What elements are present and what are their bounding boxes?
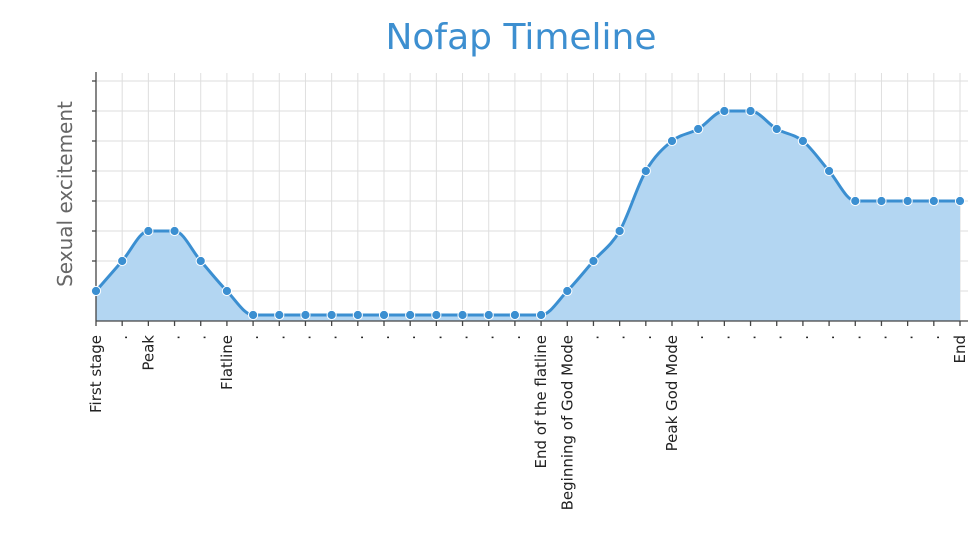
x-tick-labels: First stage. Peak.. Flatline........... End… <box>87 335 969 511</box>
series-area <box>96 111 960 321</box>
x-tick-label: . <box>820 335 838 340</box>
x-tick-label: . <box>192 335 210 340</box>
data-point <box>588 255 599 267</box>
y-axis-label: Sexual excitement <box>53 101 77 287</box>
x-tick-label: . <box>375 335 393 340</box>
x-tick-label: . <box>349 335 367 340</box>
data-points <box>90 105 966 321</box>
data-point <box>378 309 390 321</box>
x-tick-label: . <box>872 335 890 340</box>
data-point <box>719 105 730 117</box>
data-point <box>326 309 337 321</box>
x-tick-label: . <box>846 335 864 340</box>
x-tick-label: . <box>270 335 288 340</box>
x-tick-label: Beginning of God Mode <box>558 335 576 510</box>
data-point <box>221 285 233 297</box>
data-point <box>902 195 913 207</box>
data-point <box>562 285 573 297</box>
x-tick-label: First stage <box>87 335 105 413</box>
data-point <box>90 285 102 297</box>
x-tick-label: . <box>166 335 184 340</box>
x-tick-label: . <box>768 335 786 340</box>
data-point <box>640 165 651 177</box>
data-point <box>928 195 939 207</box>
data-point <box>509 309 521 321</box>
data-point <box>666 135 678 147</box>
data-point <box>352 309 363 321</box>
x-tick-label: . <box>480 335 498 340</box>
data-point <box>797 135 809 147</box>
data-point <box>117 255 128 267</box>
x-tick-label: . <box>401 335 419 340</box>
x-tick-label: . <box>454 335 472 340</box>
axes <box>92 72 968 326</box>
data-point <box>850 195 861 207</box>
x-tick-label: End of the flatline <box>532 335 550 468</box>
data-point <box>876 195 887 207</box>
x-tick-label: . <box>742 335 760 340</box>
x-tick-label: Peak God Mode <box>663 335 681 451</box>
data-point <box>405 309 416 321</box>
x-tick-label: . <box>427 335 445 340</box>
data-point <box>535 309 547 321</box>
x-tick-label: Peak <box>139 335 157 371</box>
data-point <box>823 165 835 177</box>
x-tick-label: . <box>584 335 602 340</box>
x-tick-label: . <box>296 335 314 340</box>
x-tick-label: . <box>715 335 733 340</box>
data-point <box>457 309 468 321</box>
data-point <box>614 225 625 237</box>
x-tick-label: . <box>244 335 262 340</box>
data-point <box>483 309 494 321</box>
data-point <box>431 309 442 321</box>
x-tick-label: . <box>611 335 629 340</box>
data-point <box>771 123 782 135</box>
data-point <box>745 105 756 117</box>
x-tick-label: . <box>506 335 524 340</box>
x-tick-label: . <box>689 335 707 340</box>
data-point <box>693 123 704 135</box>
x-tick-label: . <box>637 335 655 340</box>
x-tick-label: . <box>925 335 943 340</box>
data-point <box>195 255 206 267</box>
x-tick-label: End <box>951 335 969 364</box>
data-point <box>274 309 285 321</box>
data-point <box>300 309 311 321</box>
data-point <box>954 195 966 207</box>
x-tick-label: . <box>323 335 341 340</box>
x-tick-label: . <box>113 335 131 340</box>
data-point <box>169 225 180 237</box>
x-tick-label: . <box>794 335 812 340</box>
data-point <box>247 309 259 321</box>
series-line <box>94 109 960 317</box>
x-tick-label: Flatline <box>218 335 236 390</box>
x-tick-label: . <box>899 335 917 340</box>
chart-title: Nofap Timeline <box>385 17 656 58</box>
data-point <box>143 225 154 237</box>
